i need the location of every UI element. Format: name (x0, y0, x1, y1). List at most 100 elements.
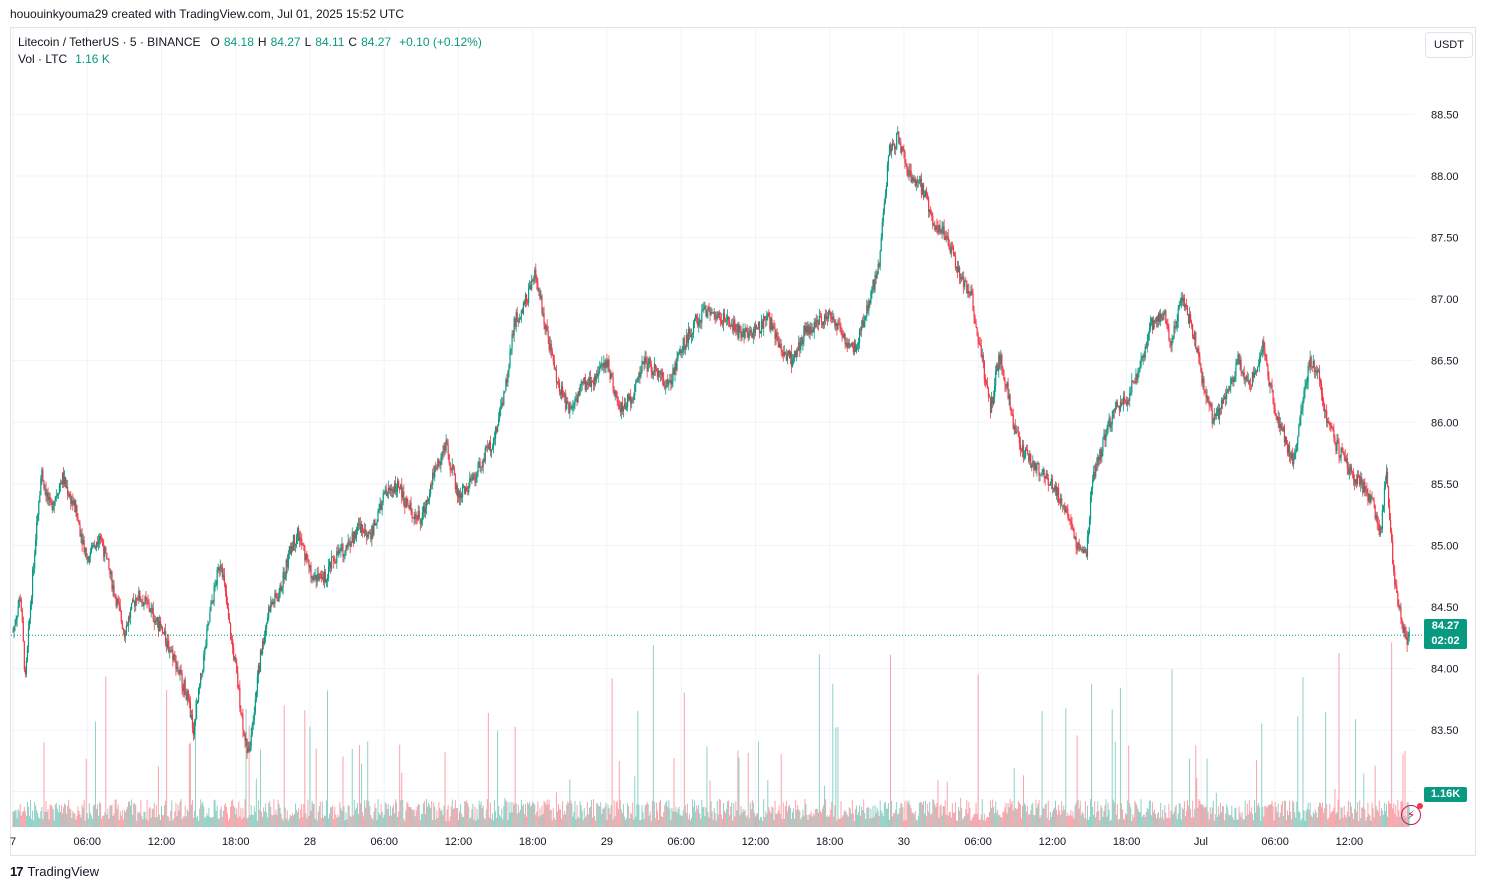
candle-body (1265, 355, 1267, 360)
candle-body (351, 532, 353, 542)
volume-bar (501, 808, 503, 827)
candle-body (700, 319, 702, 323)
candle-body (1170, 341, 1172, 346)
symbol-title[interactable]: Litecoin / TetherUS · 5 · BINANCE (18, 35, 201, 49)
volume-bar (471, 809, 473, 827)
volume-bar (428, 802, 430, 827)
volume-bar (839, 819, 841, 827)
volume-bar (640, 820, 642, 827)
volume-bar (600, 802, 602, 827)
candle-body (767, 312, 769, 316)
volume-bar (738, 757, 740, 827)
candle-body (404, 504, 406, 508)
price-axis-label: 87.50 (1431, 233, 1459, 245)
candle-body (339, 549, 341, 551)
volume-bar (1232, 817, 1234, 827)
candle-body (200, 673, 202, 685)
volume-bar (980, 814, 982, 827)
candle-body (1066, 508, 1068, 510)
volume-bar (256, 820, 258, 827)
price-axis: 88.5088.0087.5087.0086.5086.0085.5085.00… (1431, 109, 1459, 798)
candle-body (1235, 363, 1237, 376)
candle-body (189, 701, 191, 718)
candle-body (446, 440, 448, 445)
volume-bar (480, 801, 482, 827)
candle-body (128, 616, 131, 619)
volume-bar (1062, 810, 1064, 827)
volume-bar (864, 812, 866, 827)
volume-bar (250, 804, 252, 827)
candle-body (747, 332, 749, 338)
volume-bar (895, 809, 897, 827)
candle-body (635, 381, 637, 385)
volume-bar (90, 815, 92, 827)
candle-body (776, 332, 778, 338)
candle-body (1334, 437, 1336, 444)
volume-bar (414, 816, 416, 827)
volume-bar (660, 799, 662, 827)
volume-bar (144, 811, 146, 827)
volume-bar (1142, 815, 1144, 827)
volume-bar (1301, 818, 1303, 827)
candle-body (988, 396, 991, 398)
candle-body (464, 485, 466, 494)
candle-body (708, 306, 710, 310)
volume-bar (1010, 803, 1012, 827)
volume-bar (818, 654, 820, 827)
candle-body (733, 319, 735, 331)
volume-bar (1191, 817, 1193, 827)
volume-bar (333, 818, 335, 827)
volume-bar (113, 813, 115, 827)
time-axis-label: 18:00 (816, 836, 844, 848)
volume-bar (33, 820, 35, 827)
currency-button[interactable]: USDT (1425, 32, 1473, 58)
candle-body (150, 607, 152, 613)
volume-bar (603, 808, 605, 827)
replay-button[interactable]: ⚡ (1401, 803, 1423, 825)
candle-body (395, 490, 398, 492)
candle-body (901, 146, 903, 153)
candle-body (296, 528, 299, 538)
volume-bar (1131, 820, 1133, 827)
volume-bar (394, 813, 396, 827)
volume-bar (361, 763, 363, 827)
candle-body (1051, 478, 1053, 489)
candle-body (219, 565, 221, 571)
candle-body (1024, 448, 1027, 456)
volume-bar (1363, 773, 1365, 827)
volume-bar (755, 814, 757, 827)
volume-label[interactable]: Vol · LTC (18, 52, 68, 66)
volume-value: 1.16 K (75, 52, 110, 66)
candle-body (1132, 380, 1134, 382)
volume-bar (1223, 806, 1225, 827)
volume-bar (664, 805, 666, 827)
candle-body (1115, 402, 1117, 409)
candle-body (505, 379, 507, 392)
volume-bar (261, 811, 263, 827)
candle-body (266, 623, 268, 628)
volume-bar (751, 799, 753, 827)
volume-bar (281, 818, 283, 827)
tradingview-logo[interactable]: 17 TradingView (10, 864, 99, 879)
volume-bar (1137, 808, 1139, 827)
candle-body (1305, 384, 1307, 387)
candle-body (413, 517, 415, 520)
candle-body (1098, 456, 1100, 461)
candle-body (473, 474, 475, 476)
candle-body (613, 390, 615, 395)
volume-bar (1364, 809, 1366, 827)
volume-bar (1322, 802, 1324, 827)
volume-bar (234, 807, 236, 827)
tv-logo-mark: 17 (10, 864, 24, 879)
candle-body (772, 326, 774, 331)
volume-bar (13, 811, 15, 827)
volume-bar (885, 808, 887, 827)
candle-body (1060, 498, 1062, 503)
volume-bar (75, 819, 77, 827)
candle-body (488, 441, 490, 449)
candle-body (975, 323, 977, 328)
volume-bar (451, 799, 453, 827)
volume-bar (288, 817, 290, 827)
candle-body (961, 278, 963, 280)
